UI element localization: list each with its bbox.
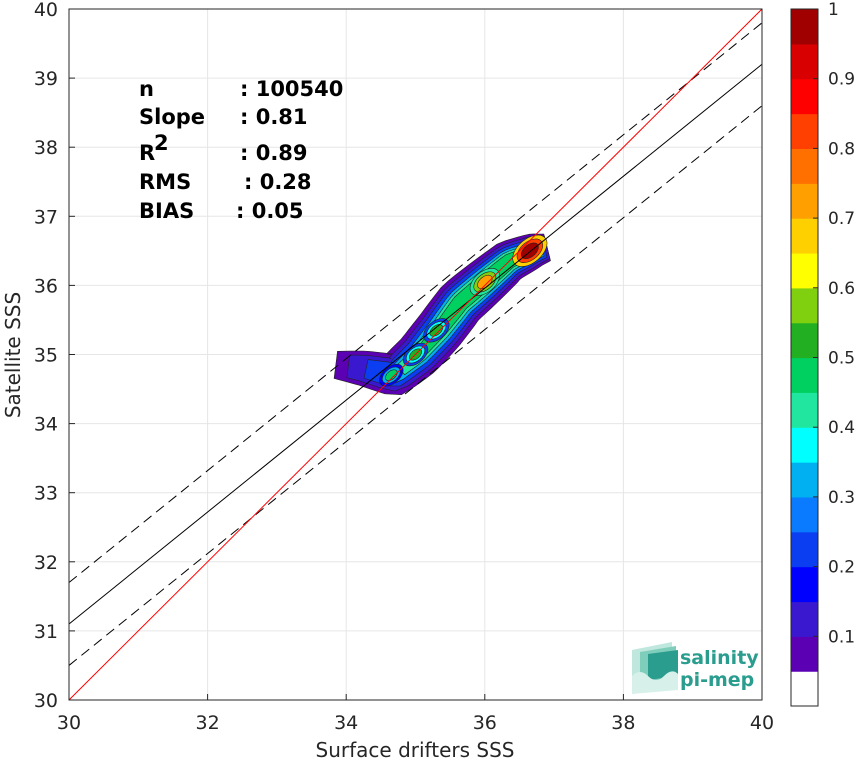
x-axis-ticks: 30 32 34 36 38 40 [57,694,774,734]
y-tick-label: 31 [34,621,58,643]
y-tick-label: 36 [34,275,58,297]
stat-label: RMS [139,170,191,194]
logo-text-pi-mep: pi-mep [680,669,754,691]
colorbar-swatch [791,601,818,637]
stat-label: R [139,141,155,165]
colorbar-swatch [791,148,818,184]
y-tick-label: 39 [34,68,58,90]
y-tick-label: 32 [34,552,58,574]
colorbar-swatch [791,183,818,219]
colorbar-swatch [791,636,818,672]
colorbar-tick-label: 0.6 [828,279,855,299]
y-tick-label: 38 [34,137,58,159]
y-tick-label: 34 [34,414,58,436]
colorbar-swatch [791,671,818,707]
density-peak [429,324,444,337]
stat-value: : 0.81 [240,105,308,129]
colorbar-tick-label: 0.9 [828,70,855,90]
colorbar-swatch [791,78,818,115]
density-peak [385,369,398,381]
colorbar-swatch [791,496,818,533]
stat-label: n [139,77,154,101]
colorbar-swatch [791,9,818,45]
regression-lower-bound-line [69,105,762,666]
x-tick-label: 38 [611,712,635,734]
colorbar-swatch [791,322,818,359]
stat-value: : 100540 [240,77,343,101]
x-tick-label: 34 [334,712,358,734]
y-tick-label: 33 [34,483,58,505]
colorbar-swatch [791,287,818,324]
reference-lines [69,9,762,700]
colorbar-swatch [791,218,818,254]
identity-line [69,9,762,700]
colorbar-swatch [791,392,818,428]
colorbar-tick-label: 0.7 [828,209,855,229]
density-contours [333,233,551,396]
colorbar-tick-label: 0.4 [828,418,855,438]
colorbar-swatch [791,566,818,603]
logo-text-salinity: salinity [680,647,759,669]
x-tick-label: 36 [473,712,497,734]
x-axis-label: Surface drifters SSS [316,738,515,762]
stat-label: Slope [139,105,205,129]
stat-label-superscript: 2 [154,131,169,155]
colorbar-swatch [791,113,818,149]
y-tick-label: 37 [34,206,58,228]
stat-value: : 0.89 [240,141,308,165]
colorbar-tick-label: 0.2 [828,558,855,578]
x-tick-label: 32 [196,712,220,734]
statistics-box: n : 100540 Slope : 0.81 R2 : 0.89 RMS : 0.28 BIA… [139,77,343,223]
y-axis-label: Satellite SSS [1,292,25,418]
colorbar-tick-label: 1 [828,0,839,20]
colorbar-swatch [791,427,818,463]
colorbar-tick-label: 0.3 [828,488,855,508]
stat-label: BIAS [139,199,194,223]
logo-icon [632,642,678,694]
colorbar-swatch [791,43,818,80]
y-tick-label: 30 [34,690,58,712]
colorbar-swatch [791,462,818,498]
stat-value: : 0.05 [236,199,304,223]
colorbar-swatch [791,252,818,289]
regression-line [69,63,762,625]
y-axis-ticks: 30 31 32 33 34 35 36 37 38 39 40 [34,0,75,712]
colorbar-tick-label: 0.1 [828,627,855,647]
colorbar-tick-label: 0.5 [828,349,855,369]
colorbar-swatch [791,531,818,568]
y-tick-label: 35 [34,345,58,367]
salinity-pi-mep-logo: salinity pi-mep [632,642,759,694]
x-tick-label: 30 [57,712,81,734]
stat-value: : 0.28 [244,170,312,194]
y-tick-label: 40 [34,0,58,21]
regression-upper-bound-line [69,22,762,583]
colorbar-swatch [791,357,818,393]
colorbar: 0.1 0.2 0.3 0.4 0.5 0.6 0.7 0.8 0.9 1 [790,0,855,707]
colorbar-tick-label: 0.8 [828,139,855,159]
x-tick-label: 40 [750,712,774,734]
